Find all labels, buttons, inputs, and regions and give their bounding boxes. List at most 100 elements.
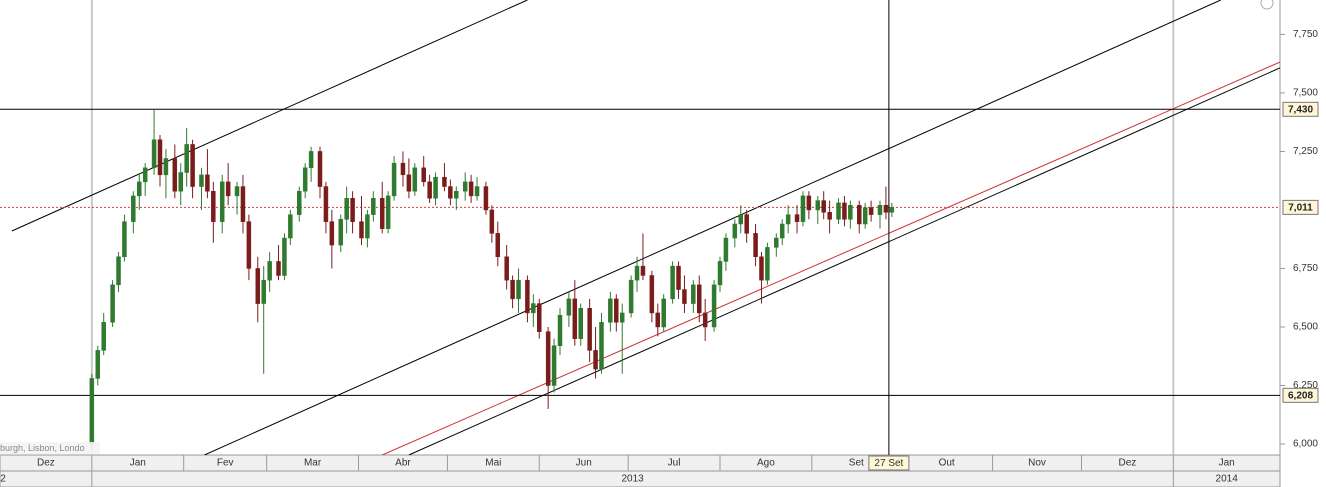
x-tick-label: Jul [668,458,681,469]
candle-body [578,307,583,339]
level-label-box [1282,387,1319,403]
footnote: burgh, Lisbon, Londo [0,443,85,453]
candle-body [462,181,468,192]
candle-body [593,350,598,370]
candle-body [308,151,314,169]
candle-body [516,279,521,300]
candle-body [634,265,640,281]
candle-body [551,345,557,386]
candle-body [537,303,542,332]
candle-body [240,186,246,222]
candle-body [282,237,287,276]
candle-body [276,261,281,276]
candle-body [744,214,749,234]
trend-line [11,0,528,232]
candle-body [297,190,302,215]
candle-body [676,265,681,290]
plot-area [0,0,1280,455]
x-tick-label: Mar [304,458,322,469]
candle-body [587,307,592,351]
candle-body [468,181,474,197]
y-tick-label: 6,750 [1293,263,1318,274]
x-tick-label: Set [849,458,864,469]
y-tick-label: 7,250 [1293,146,1318,157]
candle-body [350,197,355,222]
candle-body [172,158,178,192]
candle-body [344,197,349,220]
x-tick-label: Abr [395,458,411,469]
candle-body [178,172,183,192]
candle-body [483,186,489,211]
candle-body [608,298,613,323]
candle-body [794,214,800,222]
candle-body [877,205,883,215]
level-label: 6,208 [1288,390,1313,401]
x-tick-label: Ago [757,458,775,469]
candle-body [883,205,889,213]
candle-body [267,261,272,281]
candle-body [89,378,95,445]
x-tick-label: Jun [576,458,592,469]
candle-body [862,207,868,225]
candle-body [219,181,225,222]
candle-body [732,223,738,239]
plot [0,0,1280,455]
candle-body [142,167,148,183]
candle-body [682,289,687,304]
candle-body [531,303,536,314]
candle-body [323,186,329,222]
candle-body [495,233,501,258]
year-label: 2 [0,474,6,485]
candle-body [815,200,821,211]
y-tick-label: 7,750 [1293,29,1318,40]
candle-body [821,200,826,213]
candle-body [101,322,106,351]
x-tick-label: Nov [1028,458,1046,469]
candle-body [329,221,335,246]
candle-body [255,268,261,304]
x-tick-label: Mai [485,458,501,469]
candle-body [454,190,459,199]
candle-body [379,197,385,229]
x-tick-label: Dez [37,458,55,469]
candle-body [774,237,779,248]
candle-body [131,195,136,222]
y-tick-label: 6,500 [1293,322,1318,333]
candle-body [302,167,308,192]
candle-body [225,181,231,197]
candle-body [857,205,862,225]
level-label: 7,011 [1288,203,1313,214]
candle-body [779,223,785,239]
candle-body [827,212,832,220]
candle-body [628,279,634,314]
candle-body [649,275,655,314]
candle-body [717,261,723,286]
candle-body [261,279,266,304]
candle-body [427,181,432,199]
candle-body [400,162,406,176]
level-label-box [1282,101,1319,117]
corner-icon[interactable] [1260,0,1274,10]
candle-body [800,195,806,222]
candle-body [738,214,743,225]
candle-body [545,331,551,386]
candle-body [723,237,729,262]
trend-line [382,61,1280,455]
candle-body [868,207,874,215]
candle-body [122,221,127,258]
candle-body [848,205,853,220]
level-label: 7,430 [1288,104,1313,115]
candle-body [199,174,204,187]
candle-body [504,256,509,281]
candle-body [184,144,189,173]
candle-body [711,284,717,328]
candle-body [785,214,791,225]
candle-body [614,298,619,323]
year-label: 2014 [1216,474,1239,485]
candle-body [599,322,604,370]
candle-body [765,247,770,281]
candle-body [640,265,646,276]
candle-body [317,151,323,187]
candle-body [442,176,447,187]
